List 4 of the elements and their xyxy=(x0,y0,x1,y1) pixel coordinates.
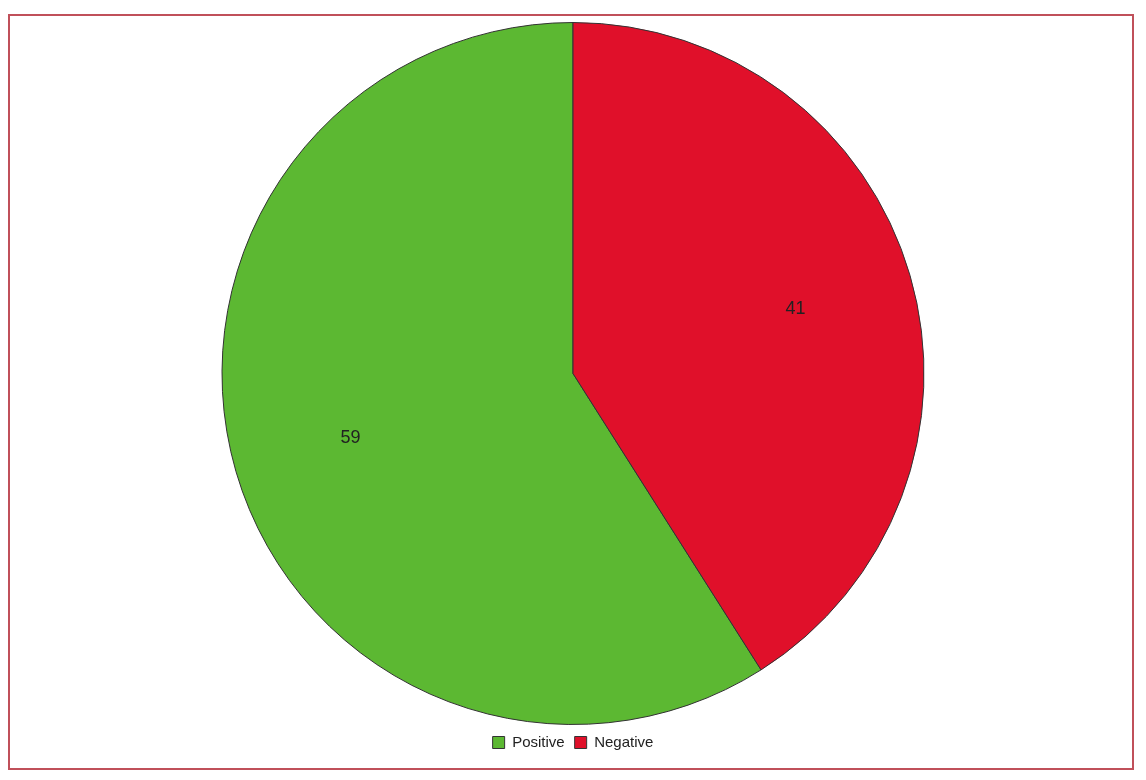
legend-label: Negative xyxy=(594,732,654,750)
data-label: 41 xyxy=(785,297,806,318)
legend-label: Positive xyxy=(512,732,565,750)
data-label: 59 xyxy=(340,427,361,448)
